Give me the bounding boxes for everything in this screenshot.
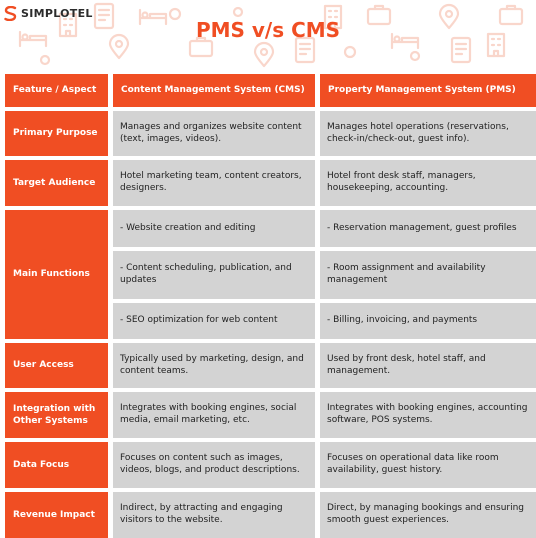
simplotel-logo: SIMPLOTEL	[4, 6, 93, 21]
pms-data-focus: Focuses on operational data like room av…	[320, 442, 536, 488]
row-label-data-focus: Data Focus	[5, 442, 108, 488]
pms-revenue-impact: Direct, by managing bookings and ensurin…	[320, 492, 536, 538]
header-cms: Content Management System (CMS)	[113, 74, 315, 107]
row-label-primary-purpose: Primary Purpose	[5, 111, 108, 156]
pms-function-2: - Room assignment and availability manag…	[320, 251, 536, 299]
header-feature: Feature / Aspect	[5, 74, 108, 107]
cms-function-2: - Content scheduling, publication, and u…	[113, 251, 315, 299]
row-label-user-access: User Access	[5, 343, 108, 388]
row-label-target-audience: Target Audience	[5, 160, 108, 206]
cms-function-3: - SEO optimization for web content	[113, 303, 315, 339]
pms-function-3: - Billing, invoicing, and payments	[320, 303, 536, 339]
cms-target-audience: Hotel marketing team, content creators, …	[113, 160, 315, 206]
cms-primary-purpose: Manages and organizes website content (t…	[113, 111, 315, 156]
pms-primary-purpose: Manages hotel operations (reservations, …	[320, 111, 536, 156]
logo-text: SIMPLOTEL	[21, 7, 93, 20]
pms-target-audience: Hotel front desk staff, managers, housek…	[320, 160, 536, 206]
row-label-integration: Integration with Other Systems	[5, 392, 108, 438]
page-title: PMS v/s CMS	[195, 18, 341, 42]
pms-integration: Integrates with booking engines, account…	[320, 392, 536, 438]
cms-user-access: Typically used by marketing, design, and…	[113, 343, 315, 388]
simplotel-logo-icon	[4, 6, 17, 21]
hotel-icon-pattern	[18, 2, 524, 68]
pms-function-1: - Reservation management, guest profiles	[320, 210, 536, 247]
cms-revenue-impact: Indirect, by attracting and engaging vis…	[113, 492, 315, 538]
cms-data-focus: Focuses on content such as images, video…	[113, 442, 315, 488]
row-label-main-functions: Main Functions	[5, 210, 108, 339]
cms-integration: Integrates with booking engines, social …	[113, 392, 315, 438]
pms-user-access: Used by front desk, hotel staff, and man…	[320, 343, 536, 388]
comparison-table: Feature / Aspect Content Management Syst…	[5, 74, 536, 538]
cms-function-1: - Website creation and editing	[113, 210, 315, 247]
header-pms: Property Management System (PMS)	[320, 74, 536, 107]
row-label-revenue-impact: Revenue Impact	[5, 492, 108, 538]
